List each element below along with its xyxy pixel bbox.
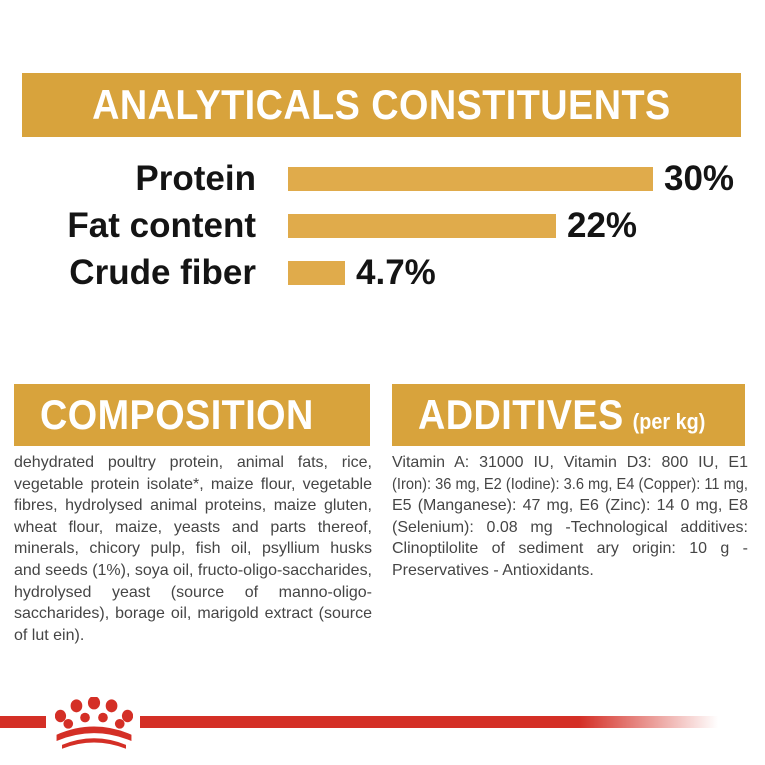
text-line: Preservatives - Antioxidants. <box>392 561 594 579</box>
text-line: wheat flour, maize, yeasts and parts the… <box>14 518 372 536</box>
text-line: (Selenium): 0.08 mg -Technological addit… <box>392 518 748 536</box>
chart-row-crude-fiber: Crude fiber 4.7% <box>0 249 765 296</box>
additives-title: ADDITIVES (per kg) <box>418 391 705 439</box>
composition-text: dehydrated poultry protein, animal fats,… <box>14 452 372 646</box>
chart-value-label: 30% <box>664 158 735 198</box>
text-line: vegetable protein isolate*, maize flour,… <box>14 475 372 493</box>
royal-canin-crown-icon <box>55 697 133 749</box>
text-line: saccharides), borage oil, marigold extra… <box>14 605 372 623</box>
text-line: hydrolysed yeast (source of manno-oligo- <box>14 583 372 601</box>
composition-banner: COMPOSITION <box>14 384 370 446</box>
chart-category-label: Protein <box>135 158 256 198</box>
text-line: and seeds (1%), soya oil, fructo-oligo-s… <box>14 561 372 579</box>
chart-value-label: 4.7% <box>356 252 436 292</box>
chart-bar <box>288 213 556 238</box>
chart-value-label: 22% <box>567 205 638 245</box>
text-line: E5 (Manganese): 47 mg, E6 (Zinc): 14 0 m… <box>392 497 748 515</box>
chart-bar <box>288 260 345 285</box>
chart-row-protein: Protein 30% <box>0 155 765 202</box>
chart-category-label: Fat content <box>67 205 256 245</box>
chart-row-fat-content: Fat content 22% <box>0 202 765 249</box>
chart-category-label: Crude fiber <box>69 252 256 292</box>
composition-title: COMPOSITION <box>40 391 314 438</box>
text-line: (Iron): 36 mg, E2 (Iodine): 3.6 mg, E4 (… <box>392 475 748 493</box>
analyticals-banner: ANALYTICALS CONSTITUENTS <box>22 73 741 137</box>
red-line-right <box>140 716 718 728</box>
red-line-left <box>0 716 46 728</box>
additives-per-kg-label: (per kg) <box>632 409 706 434</box>
additives-text: Vitamin A: 31000 IU, Vitamin D3: 800 IU,… <box>392 452 748 582</box>
text-line: Clinoptilolite of sediment ary origin: 1… <box>392 540 748 558</box>
chart-bar <box>288 166 653 191</box>
text-line: dehydrated poultry protein, animal fats,… <box>14 454 372 471</box>
text-line: Vitamin A: 31000 IU, Vitamin D3: 800 IU,… <box>392 454 748 471</box>
text-line: of lut ein). <box>14 626 85 644</box>
text-line: fibres, hydrolysed animal proteins, maiz… <box>14 497 372 515</box>
additives-banner: ADDITIVES (per kg) <box>392 384 745 446</box>
additives-title-text: ADDITIVES <box>418 391 624 438</box>
text-line: minerals, chicory pulp, fish oil, psylli… <box>14 540 372 558</box>
analyticals-title: ANALYTICALS CONSTITUENTS <box>92 81 671 128</box>
